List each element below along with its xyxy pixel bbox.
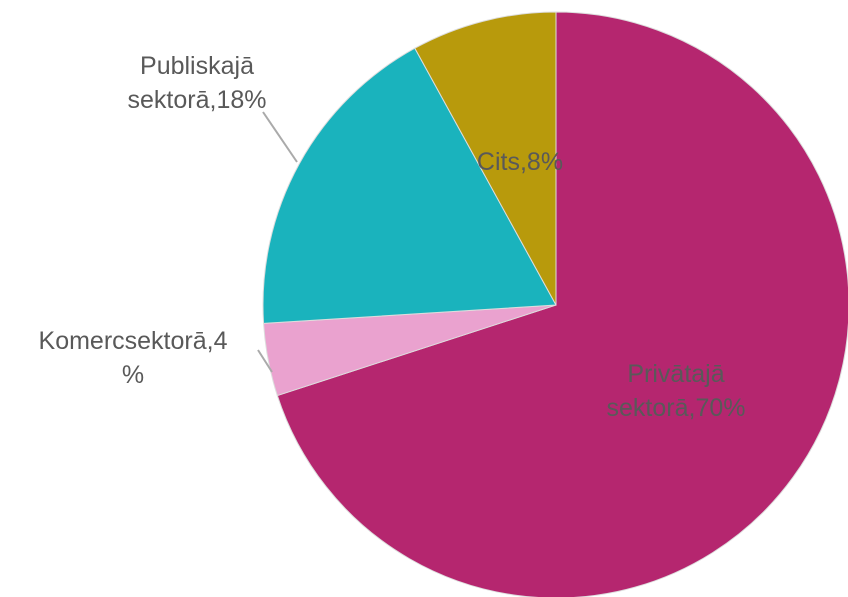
data-label-line: %	[122, 361, 144, 389]
data-label: Privātajā sektorā,70%	[607, 360, 746, 422]
pie-slice	[414, 11, 557, 306]
pie-slice	[276, 11, 848, 597]
leader-line	[257, 349, 273, 373]
data-label-line: Privātajā	[627, 360, 724, 388]
data-label-line: sektorā,70%	[607, 394, 746, 422]
data-label-line: Komercsektorā,4	[39, 327, 228, 355]
data-label-line: Publiskajā	[140, 52, 254, 80]
data-label: Cits,8%	[477, 148, 563, 176]
data-label: Komercsektorā,4%	[39, 327, 228, 389]
data-label-line: Cits,8%	[477, 148, 563, 176]
data-label-line: sektorā,18%	[128, 86, 267, 114]
leader-line	[262, 111, 298, 163]
data-label: Publiskajā sektorā,18%	[128, 52, 267, 114]
pie-slice	[262, 47, 557, 324]
